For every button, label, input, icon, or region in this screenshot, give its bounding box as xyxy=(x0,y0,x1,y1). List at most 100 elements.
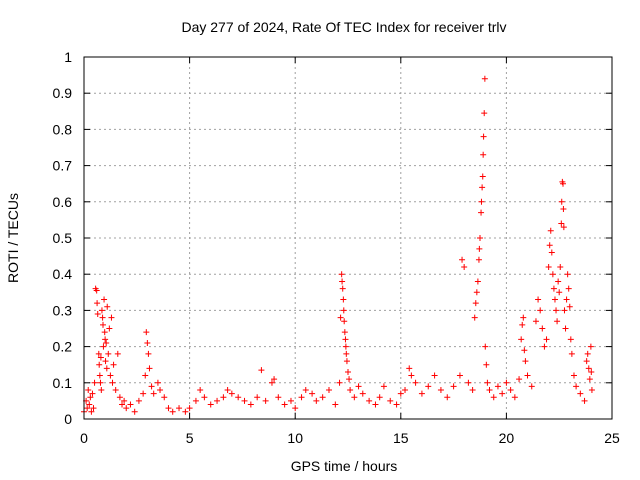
roti-point xyxy=(313,397,320,404)
roti-point xyxy=(224,387,231,394)
roti-point xyxy=(482,343,489,350)
roti-point xyxy=(550,285,557,292)
roti-point xyxy=(235,394,242,401)
roti-point xyxy=(309,390,316,397)
roti-point xyxy=(287,397,294,404)
roti-point xyxy=(471,314,478,321)
roti-point xyxy=(176,405,183,412)
roti-point xyxy=(146,365,153,372)
y-tick-label: 0.1 xyxy=(53,375,73,391)
roti-point xyxy=(480,151,487,158)
roti-point xyxy=(148,383,155,390)
y-axis-label: ROTI / TECUs xyxy=(5,193,21,283)
roti-point xyxy=(474,278,481,285)
roti-point xyxy=(123,405,130,412)
y-tick-label: 0.3 xyxy=(53,302,73,318)
roti-point xyxy=(549,271,556,278)
roti-point xyxy=(275,394,282,401)
roti-point xyxy=(100,321,107,328)
roti-point xyxy=(418,390,425,397)
roti-point xyxy=(519,321,526,328)
roti-point xyxy=(547,227,554,234)
roti-point xyxy=(150,390,157,397)
roti-point xyxy=(345,368,351,375)
roti-point xyxy=(103,339,110,346)
roti-point xyxy=(553,307,560,314)
roti-point xyxy=(292,405,299,412)
data-points xyxy=(81,75,595,415)
roti-point xyxy=(228,390,235,397)
roti-point xyxy=(402,387,409,394)
roti-point xyxy=(342,336,349,343)
roti-point xyxy=(143,329,150,336)
roti-point xyxy=(372,401,379,408)
roti-point xyxy=(472,300,479,307)
roti-point xyxy=(339,278,346,285)
roti-point xyxy=(554,318,561,325)
roti-point xyxy=(96,361,103,368)
roti-point xyxy=(437,387,444,394)
roti-point xyxy=(119,401,126,408)
x-axis-label: GPS time / hours xyxy=(291,458,398,474)
roti-point xyxy=(247,401,254,408)
roti-point xyxy=(107,372,114,379)
roti-point xyxy=(543,336,550,343)
roti-point xyxy=(584,350,591,357)
x-tick-label: 10 xyxy=(287,430,303,446)
roti-point xyxy=(406,365,413,372)
roti-point xyxy=(585,365,592,372)
roti-point xyxy=(570,372,577,379)
roti-point xyxy=(214,397,221,404)
roti-point xyxy=(555,278,562,285)
roti-point xyxy=(431,372,438,379)
roti-point xyxy=(97,354,104,361)
roti-point xyxy=(522,358,529,365)
roti-point xyxy=(94,311,101,318)
y-tick-label: 0.7 xyxy=(53,158,73,174)
y-tick-label: 0.2 xyxy=(53,339,73,355)
roti-point xyxy=(336,379,343,386)
roti-point xyxy=(494,383,501,390)
roti-point xyxy=(564,271,571,278)
roti-point xyxy=(338,271,345,278)
roti-point xyxy=(518,336,525,343)
roti-point xyxy=(387,397,394,404)
roti-point xyxy=(541,343,548,350)
roti-point xyxy=(98,307,105,314)
roti-point xyxy=(560,224,567,231)
roti-point xyxy=(95,350,102,357)
roti-point xyxy=(586,376,593,383)
roti-point xyxy=(102,358,109,365)
roti-point xyxy=(337,314,344,321)
roti-point xyxy=(169,408,176,415)
roti-point xyxy=(268,379,275,386)
roti-point xyxy=(355,383,362,390)
roti-point xyxy=(144,339,151,346)
roti-point xyxy=(101,296,108,303)
roti-point xyxy=(91,379,98,386)
roti-point xyxy=(201,394,208,401)
roti-point xyxy=(479,173,486,180)
roti-point xyxy=(412,379,419,386)
roti-point xyxy=(140,390,147,397)
plot-frame xyxy=(83,56,613,420)
roti-point xyxy=(347,387,354,394)
roti-point xyxy=(532,318,539,325)
roti-point xyxy=(258,367,265,374)
y-tick-label: 0.8 xyxy=(53,121,73,137)
roti-point xyxy=(561,307,568,314)
x-tick-label: 0 xyxy=(80,430,88,446)
roti-point xyxy=(524,372,531,379)
roti-point xyxy=(341,318,348,325)
roti-point xyxy=(366,397,373,404)
roti-point xyxy=(478,198,485,205)
roti-point xyxy=(499,390,506,397)
roti-point xyxy=(376,394,383,401)
roti-point xyxy=(94,300,101,307)
roti-point xyxy=(108,314,115,321)
roti-point xyxy=(161,394,168,401)
roti-point xyxy=(568,350,575,357)
roti-point xyxy=(477,235,483,241)
y-tick-label: 0.4 xyxy=(53,266,73,282)
